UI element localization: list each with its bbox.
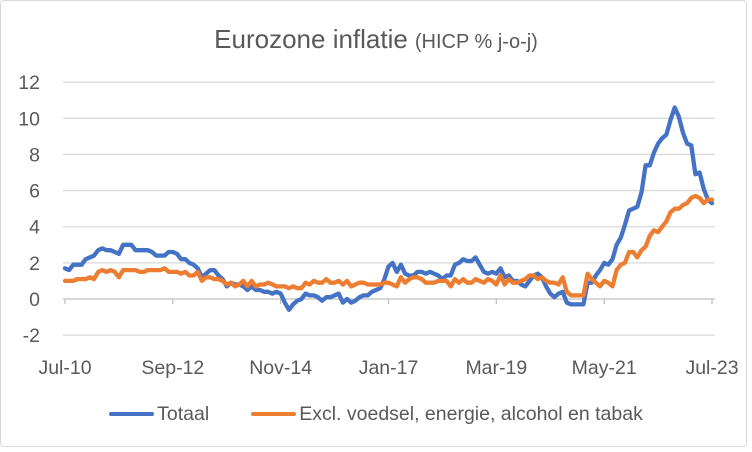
legend-swatch-totaal [109,411,155,417]
x-axis-label: Nov-14 [249,357,312,379]
chart-title-sub: (HICP % j-o-j) [414,31,538,53]
series-line-core [62,193,715,298]
legend-item-totaal: Totaal [109,401,209,427]
x-axis-label: Jul-23 [685,357,738,379]
legend-swatch-core [251,411,297,417]
legend-label-totaal: Totaal [157,403,210,425]
legend-item-core: Excl. voedsel, energie, alcohol en tabak [251,401,643,427]
legend-label-core: Excl. voedsel, energie, alcohol en tabak [299,403,643,425]
x-axis-label: Jul-10 [38,357,91,379]
series-line-totaal [62,105,715,312]
y-axis-label: 10 [18,108,40,130]
y-axis-label: 0 [29,289,40,311]
x-axis-label: Jan-17 [359,357,419,379]
chart-title-main: Eurozone inflatie [214,24,408,54]
y-axis-label: 2 [29,253,40,275]
y-axis-label: 6 [29,181,40,203]
x-axis-label: Mar-19 [465,357,527,379]
y-axis-label: -2 [23,325,40,347]
y-axis-label: 4 [29,217,40,239]
y-axis-label: 8 [29,144,40,166]
y-axis-label: 12 [18,72,40,94]
legend: Totaal Excl. voedsel, energie, alcohol e… [0,401,752,427]
x-axis-label: Sep-12 [141,357,204,379]
x-axis-label: May-21 [572,357,637,379]
chart-title: Eurozone inflatie (HICP % j-o-j) [0,24,752,55]
